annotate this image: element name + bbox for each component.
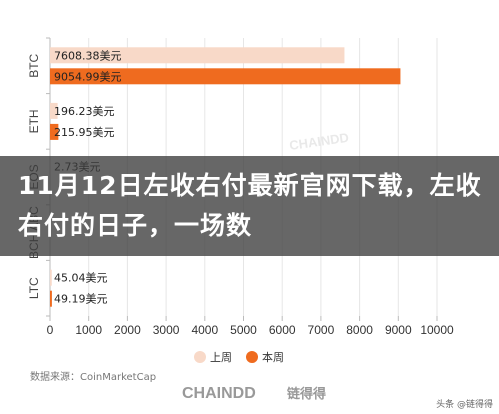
x-tick-label: 9000	[385, 323, 412, 337]
bar-value-label: 9054.99美元	[54, 70, 122, 83]
legend-label: 上周	[210, 351, 232, 364]
x-tick-label: 2000	[114, 323, 141, 337]
x-tick-label: 8000	[346, 323, 373, 337]
bar-last-week	[50, 269, 52, 286]
title-overlay: 11月12日左收右付最新官网下载，左收右付的日子，一场数	[0, 156, 499, 256]
bar-value-label: 7608.38美元	[54, 49, 122, 62]
logo-cn: 链得得	[286, 386, 326, 402]
category-label: LTC	[27, 277, 41, 299]
bar-value-label: 49.19美元	[54, 293, 108, 306]
x-tick-label: 5000	[230, 323, 257, 337]
category-label: BTC	[27, 53, 41, 77]
brand-logo: CHAINDD 链得得	[172, 380, 372, 406]
bar-last-week	[50, 102, 58, 119]
x-tick-label: 1000	[75, 323, 102, 337]
bar-last-week	[50, 47, 345, 64]
x-tick-label: 10000	[420, 323, 454, 337]
bar-this-week	[50, 123, 59, 140]
legend: 上周 本周	[194, 350, 284, 364]
category-label: ETH	[27, 109, 41, 133]
bar-value-label: 196.23美元	[54, 105, 115, 118]
bar-value-label: 45.04美元	[54, 272, 108, 285]
x-tick-label: 0	[47, 323, 54, 337]
legend-marker	[246, 351, 258, 363]
x-tick-label: 4000	[191, 323, 218, 337]
bar-this-week	[50, 68, 401, 85]
overlay-title: 11月12日左收右付最新官网下载，左收右付的日子，一场数	[18, 171, 482, 240]
bar-value-label: 215.95美元	[54, 126, 115, 139]
x-tick-label: 7000	[308, 323, 335, 337]
corner-attribution: 头条 @链得得	[436, 400, 493, 410]
bar-this-week	[50, 290, 52, 307]
legend-marker	[194, 351, 206, 363]
logo-text: CHAINDD	[182, 385, 256, 402]
chart-watermark: CHAINDD	[288, 130, 349, 153]
legend-label: 本周	[262, 350, 284, 364]
x-tick-label: 3000	[153, 323, 180, 337]
x-tick-label: 6000	[269, 323, 296, 337]
source-note: 数据来源：CoinMarketCap	[30, 370, 156, 383]
x-axis-ticks: 0 1000 2000 3000 4000 5000 6000 7000 8000 9000 100…	[47, 316, 454, 337]
bars-group: 7608.38美元9054.99美元196.23美元215.95美元2.73美元…	[50, 47, 401, 307]
